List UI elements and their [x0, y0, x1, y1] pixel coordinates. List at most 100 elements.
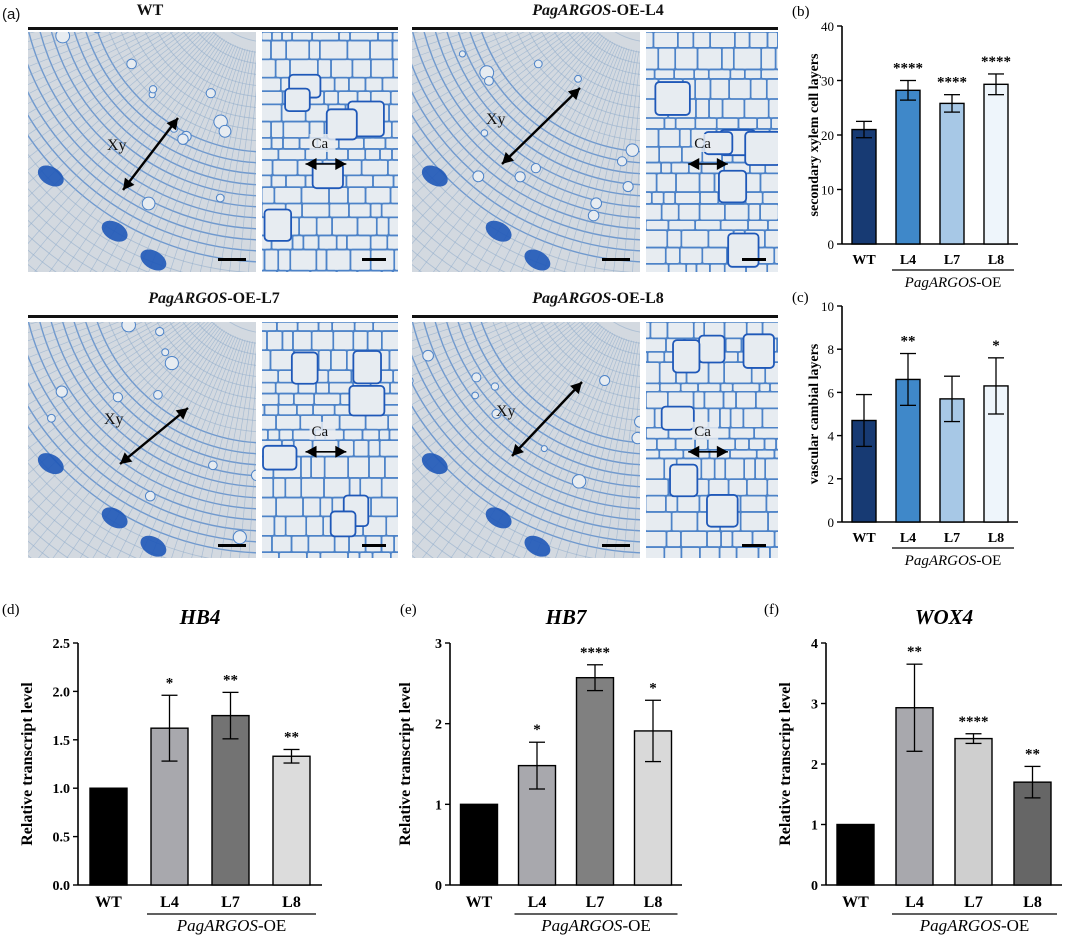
category-label: L4	[900, 253, 916, 268]
xylem-micrograph: Xy	[28, 322, 256, 558]
error-bar	[988, 357, 1004, 415]
error-bar	[965, 733, 982, 745]
xylem-micrograph: Xy	[412, 322, 640, 558]
xylem-label: Xy	[486, 111, 506, 128]
error-bar	[988, 73, 1004, 96]
significance-mark: **	[284, 729, 299, 745]
significance-mark: **	[907, 644, 922, 660]
category-label: L4	[528, 894, 547, 911]
chart-4: (f) WOX4 0 1 2 3 4 Relative transcript level WT *…	[764, 602, 1062, 935]
y-tick-label: 0	[828, 237, 835, 252]
bar-l8	[272, 755, 311, 886]
y-tick-label: 3	[435, 637, 442, 652]
xylem-width-arrow	[119, 407, 189, 465]
significance-mark: *	[649, 680, 657, 696]
xylem-label: Xy	[496, 403, 516, 420]
significance-mark: *	[533, 722, 541, 738]
y-tick-label: 1	[435, 798, 442, 813]
cambium-width-arrow	[688, 445, 728, 458]
panel-label: (e)	[400, 602, 417, 618]
category-label: L8	[988, 253, 1004, 268]
panel-label-a: (a)	[2, 6, 21, 23]
significance-mark: ****	[981, 54, 1011, 70]
significance-mark: ****	[937, 75, 967, 91]
y-tick-label: 10	[821, 299, 834, 314]
xylem-label: Xy	[107, 137, 127, 154]
y-tick-label: 1	[811, 819, 818, 834]
cambium-label: Ca	[312, 136, 329, 152]
y-tick-label: 0	[435, 879, 442, 894]
title-rule	[28, 315, 398, 318]
xylem-label: Xy	[104, 411, 124, 428]
scale-bar	[742, 544, 766, 547]
y-tick-label: 2	[811, 758, 818, 773]
panel-label: (b)	[792, 4, 810, 20]
y-tick-label: 20	[821, 128, 834, 143]
cambium-micrograph: Ca	[646, 32, 778, 272]
bar-l7	[575, 676, 615, 886]
cambium-label: Ca	[312, 424, 329, 440]
bar-wt	[459, 803, 499, 886]
y-tick-label: 1.5	[53, 734, 71, 749]
bar-l8	[983, 83, 1009, 245]
significance-mark: **	[223, 672, 238, 688]
bar-l8	[1013, 781, 1052, 886]
significance-mark: ****	[959, 714, 989, 730]
y-tick-label: 3	[811, 698, 818, 713]
significance-mark: **	[901, 334, 916, 350]
group-label: PagARGOS-OE	[176, 916, 287, 935]
y-tick-label: 10	[821, 183, 834, 198]
y-tick-label: 2.5	[53, 637, 71, 652]
micrograph-title: PagARGOS-OE-L8	[532, 290, 664, 307]
error-bar	[222, 691, 239, 740]
chart-title: HB4	[179, 605, 221, 629]
category-label: L7	[221, 894, 240, 911]
category-label: WT	[852, 531, 876, 546]
y-tick-label: 2	[435, 718, 442, 733]
y-tick-label: 0	[828, 515, 835, 530]
error-bar	[161, 694, 178, 762]
chart-1: (c) 0 2 4 6 8 10 vascular cambial layers WT ** L4 L…	[792, 290, 1018, 569]
panel-label: (c)	[792, 290, 809, 306]
category-label: WT	[95, 894, 122, 911]
chart-3: (e) HB7 0 1 2 3 Relative transcript level WT * L4…	[397, 602, 682, 935]
category-label: WT	[466, 894, 493, 911]
y-tick-label: 0	[811, 879, 818, 894]
cambium-label: Ca	[694, 424, 711, 440]
cambium-width-arrow	[305, 445, 347, 458]
cambium-micrograph: Ca	[262, 32, 398, 272]
bar-wt	[89, 787, 128, 886]
y-axis-label: Relative transcript level	[777, 682, 794, 846]
y-axis-label: Relative transcript level	[19, 682, 36, 846]
category-label: L8	[1023, 894, 1042, 911]
cambium-label: Ca	[694, 136, 711, 152]
group-label: PagARGOS-OE	[540, 916, 651, 935]
micrograph-title: PagARGOS-OE-L7	[148, 290, 280, 307]
xylem-micrograph: Xy	[28, 32, 256, 272]
chart-0: (b) 0 10 20 30 40 secondary xylem cell layers W…	[792, 4, 1018, 291]
xylem-width-arrow	[122, 117, 179, 191]
error-bar	[944, 94, 960, 113]
y-tick-label: 30	[821, 74, 834, 89]
y-tick-label: 4	[811, 637, 818, 652]
title-rule	[412, 315, 778, 318]
panel-label: (f)	[764, 602, 779, 618]
scale-bar	[362, 544, 386, 547]
title-rule	[412, 27, 778, 30]
cambium-micrograph: Ca	[262, 322, 398, 558]
xylem-width-arrow	[511, 381, 583, 457]
error-bar	[944, 375, 960, 423]
y-axis-label: Relative transcript level	[397, 682, 414, 846]
error-bar	[900, 79, 916, 101]
xylem-micrograph: Xy	[412, 32, 640, 272]
group-label: PagARGOS-OE	[904, 553, 1002, 569]
micrograph-title: WT	[136, 2, 164, 19]
cambium-width-arrow	[305, 158, 347, 170]
y-tick-label: 2.0	[53, 685, 71, 700]
chart-title: WOX4	[915, 605, 973, 629]
error-bar	[587, 664, 603, 692]
category-label: WT	[842, 894, 869, 911]
category-label: L8	[988, 531, 1004, 546]
bar-l4	[895, 89, 921, 245]
